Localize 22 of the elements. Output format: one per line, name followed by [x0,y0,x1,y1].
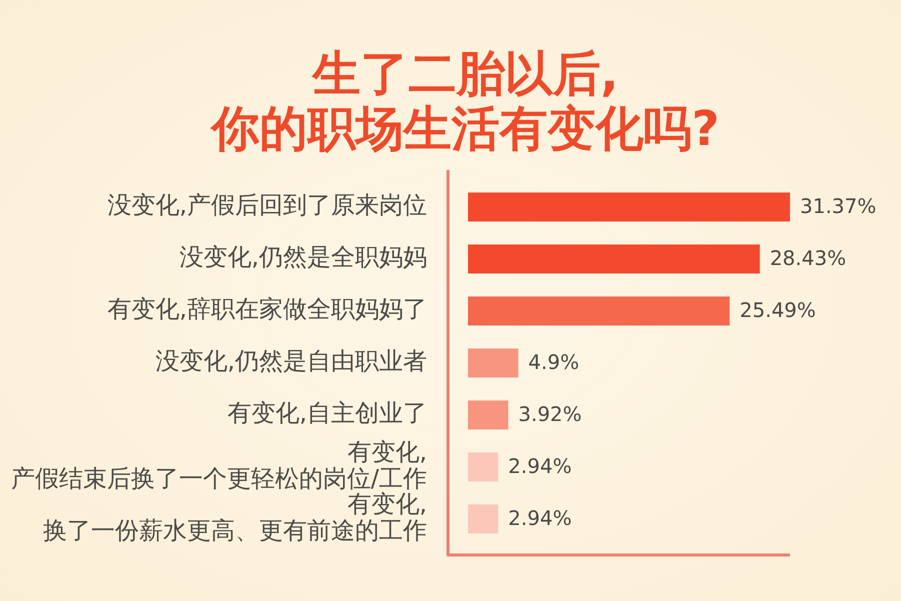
bar [468,452,498,482]
data-label: 31.37% [800,194,876,218]
bar [468,192,790,222]
y-tick-label: 有变化,产假结束后换了一个更轻松的岗位/工作 [10,438,427,492]
data-label: 2.94% [508,506,572,530]
y-tick-label: 有变化,辞职在家做全职妈妈了 [107,295,427,324]
chart-title: 生了二胎以后, 你的职场生活有变化吗? [209,46,720,157]
bar [468,348,518,378]
y-tick-label: 有变化,自主创业了 [227,399,427,428]
y-tick-label: 没变化,仍然是全职妈妈 [179,243,427,272]
data-label: 3.92% [518,402,582,426]
bar [468,504,498,534]
y-tick-label: 有变化,换了一份薪水更高、更有前途的工作 [43,490,427,544]
data-label: 4.9% [528,350,580,374]
bar [468,400,508,430]
bar [468,296,730,326]
data-label: 2.94% [508,454,572,478]
y-tick-label: 没变化,仍然是自由职业者 [155,347,427,376]
data-label: 25.49% [740,298,816,322]
data-label: 28.43% [770,246,846,270]
bar [468,244,760,274]
y-tick-label: 没变化,产假后回到了原来岗位 [107,191,427,220]
